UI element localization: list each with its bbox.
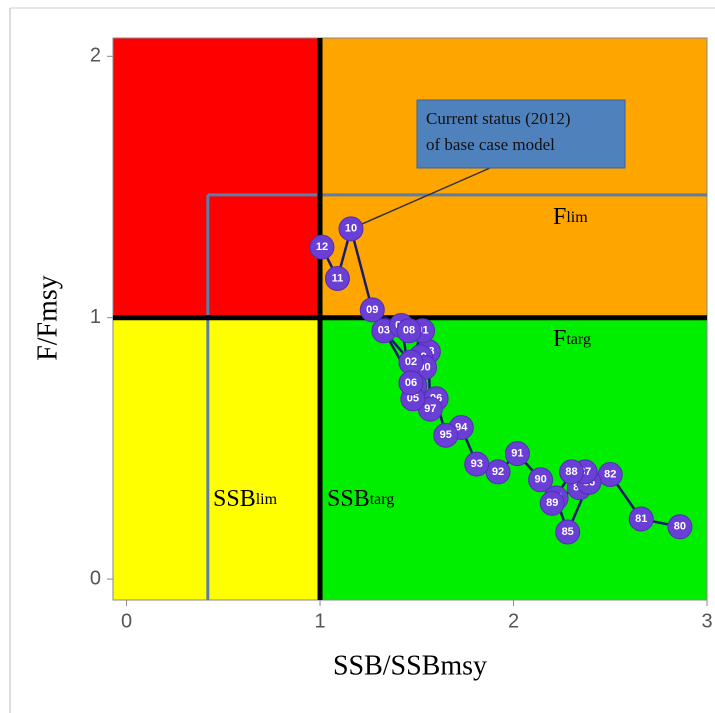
x-tick-label: 2 <box>508 610 519 632</box>
ref-label-sub: targ <box>566 331 591 348</box>
point <box>309 234 335 260</box>
point-label: 82 <box>604 468 616 480</box>
ref-label: Ftarg <box>553 326 591 352</box>
point-label: 90 <box>534 474 546 486</box>
point <box>396 318 422 344</box>
point-label: 94 <box>455 421 468 433</box>
point <box>359 297 385 323</box>
point-label: 06 <box>405 377 417 389</box>
ref-label-main: SSB <box>327 486 370 512</box>
point <box>555 519 581 545</box>
point-label: 93 <box>471 458 483 470</box>
annotation-box <box>416 99 626 169</box>
ref-label: SSBlim <box>213 486 278 512</box>
point <box>528 467 554 493</box>
ref-label-sub: targ <box>370 491 395 508</box>
ref-label: Flim <box>553 204 588 230</box>
x-axis-label: SSB/SSBmsy <box>333 650 487 681</box>
point-label: 91 <box>511 448 523 460</box>
point-label: 85 <box>562 526 574 538</box>
y-tick-label: 0 <box>90 567 101 589</box>
ref-label-sub: lim <box>566 209 588 226</box>
x-tick-label: 3 <box>701 610 712 632</box>
point-label: 11 <box>332 272 344 284</box>
point <box>324 265 350 291</box>
point-label: 95 <box>440 429 452 441</box>
point <box>464 451 490 477</box>
point <box>504 441 530 467</box>
point-label: 05 <box>407 393 419 405</box>
point-label: 12 <box>316 241 328 253</box>
ref-label: SSBtarg <box>327 486 394 512</box>
point-label: 10 <box>345 223 357 235</box>
point-label: 89 <box>546 497 558 509</box>
point <box>539 490 565 516</box>
point-label: 09 <box>366 304 378 316</box>
point <box>628 506 654 532</box>
point-label: 92 <box>492 466 504 478</box>
annotation-pointer <box>350 167 491 230</box>
point-label: 97 <box>424 403 436 415</box>
point-label: 03 <box>378 325 390 337</box>
annotation-text: Current status (2012) <box>426 109 570 128</box>
x-tick-label: 1 <box>314 610 325 632</box>
region <box>320 38 707 318</box>
point <box>559 459 585 485</box>
ref-label-sub: lim <box>256 491 278 508</box>
point-label: 80 <box>674 521 686 533</box>
region <box>113 317 321 600</box>
point-label: 81 <box>635 513 647 525</box>
point-label: 08 <box>403 325 415 337</box>
x-tick-label: 0 <box>121 610 132 632</box>
ref-label-main: F <box>553 326 566 352</box>
ref-label-main: SSB <box>213 486 256 512</box>
point-label: 88 <box>565 466 577 478</box>
point <box>667 514 693 540</box>
point <box>338 216 364 242</box>
y-tick-label: 2 <box>90 45 101 67</box>
y-tick-label: 1 <box>90 306 101 328</box>
point-label: 02 <box>405 356 417 368</box>
annotation-text: of base case model <box>426 135 555 154</box>
point <box>433 422 459 448</box>
ref-label-main: F <box>553 204 566 230</box>
region <box>113 38 321 318</box>
y-axis-label: F/Fmsy <box>32 275 63 361</box>
point <box>398 370 424 396</box>
